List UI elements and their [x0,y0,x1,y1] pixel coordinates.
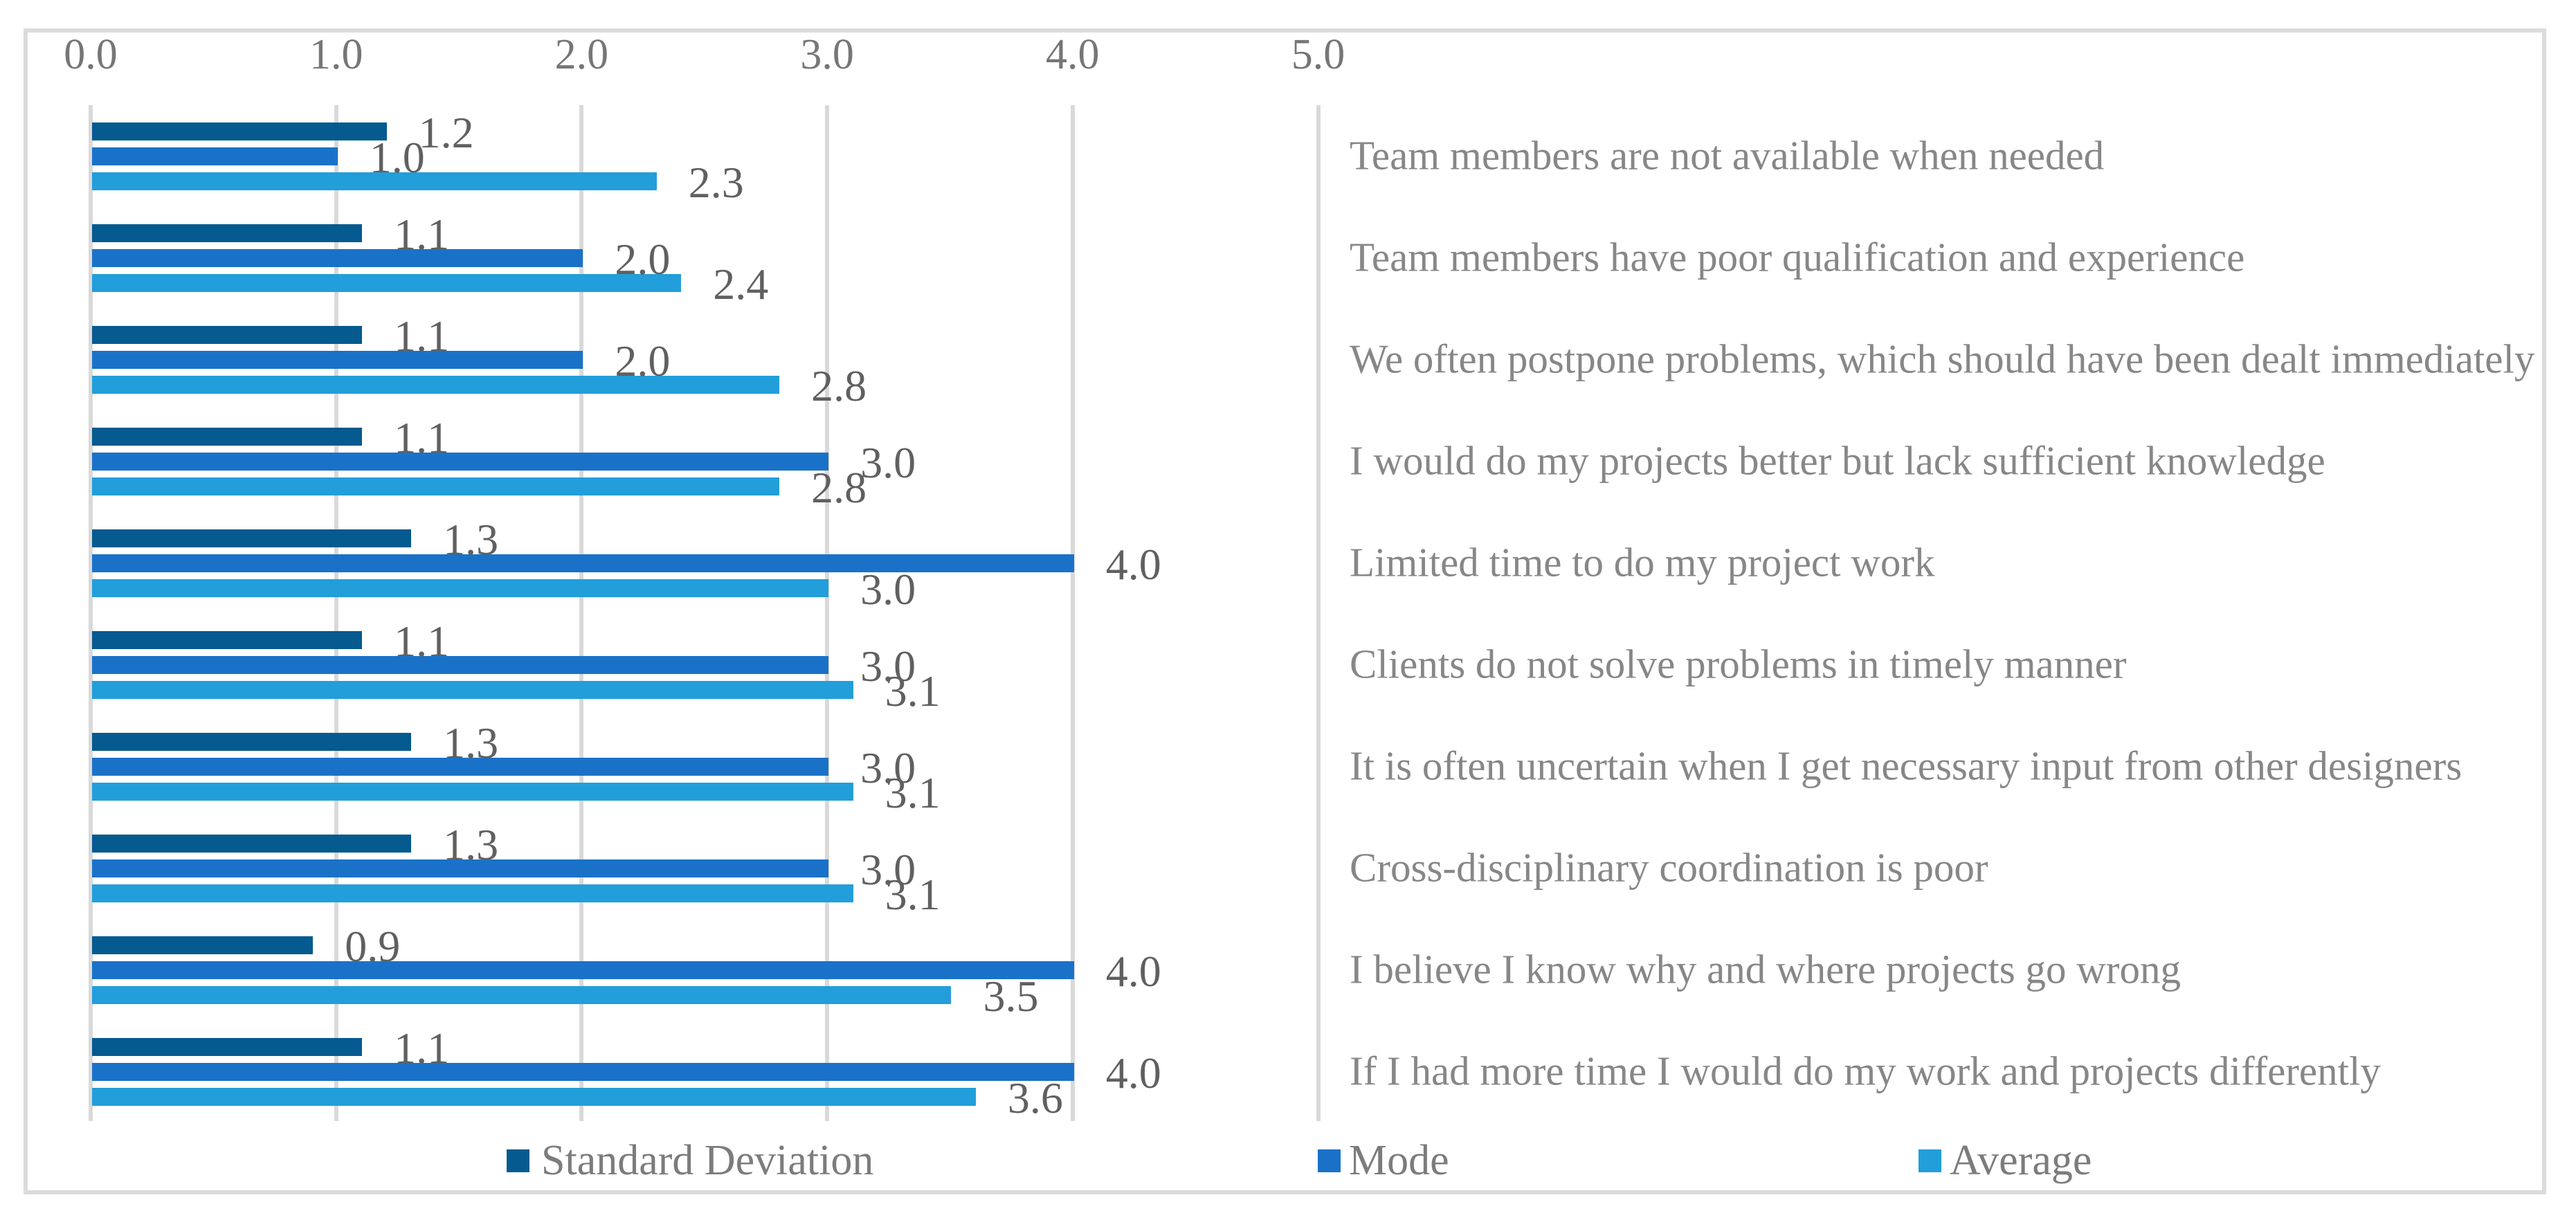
value-label: 3.0 [860,438,916,487]
value-label: 4.0 [1105,1048,1161,1098]
value-label: 3.5 [983,972,1039,1021]
bar-mode [92,147,338,165]
value-label: 0.9 [345,922,401,971]
category-label: If I had more time I would do my work an… [1350,1048,2381,1094]
value-label: 1.3 [443,820,499,869]
x-tick-label: 4.0 [1046,31,1100,78]
legend-swatch-mode [1318,1149,1341,1172]
gridline [825,105,830,1121]
bar-mode [92,1063,1074,1081]
bar-standard-deviation [92,936,314,954]
category-label: We often postpone problems, which should… [1350,336,2535,382]
value-label: 3.1 [885,768,941,817]
value-label: 3.1 [885,666,941,716]
bar-standard-deviation [92,835,412,853]
x-tick-label: 1.0 [309,31,363,78]
x-tick-label: 3.0 [800,31,854,78]
value-label: 4.0 [1105,947,1161,996]
category-label: Clients do not solve problems in timely … [1350,641,2127,687]
bar-mode [92,961,1074,979]
bar-average [92,376,780,394]
bar-average [92,884,853,902]
value-label: 2.0 [615,336,671,385]
value-label: 2.8 [811,361,867,410]
bar-standard-deviation [92,428,363,446]
bar-standard-deviation [92,1038,363,1056]
bar-average [92,172,657,190]
bar-standard-deviation [92,326,363,344]
bar-standard-deviation [92,733,412,751]
bar-average [92,477,780,495]
value-label: 1.3 [443,718,499,767]
gridline [579,105,584,1121]
value-label: 3.0 [860,845,916,894]
bar-standard-deviation [92,122,387,140]
legend-swatch-standard-deviation [507,1149,529,1172]
bar-mode [92,656,829,674]
value-label: 1.1 [394,1023,450,1073]
value-label: 3.0 [860,743,916,792]
legend-label-mode: Mode [1349,1137,1449,1184]
value-label: 3.0 [860,641,916,691]
value-label: 1.1 [394,210,450,259]
bar-mode [92,554,1074,572]
value-label: 2.8 [811,463,867,512]
category-label: Limited time to do my project work [1350,539,1935,585]
value-label: 1.2 [418,108,474,157]
category-label: It is often uncertain when I get necessa… [1350,743,2462,789]
bar-average [92,579,829,597]
category-label: Team members have poor qualification and… [1350,234,2245,280]
bar-average [92,986,952,1004]
bar-mode [92,453,829,471]
bar-average [92,681,853,699]
legend-label-average: Average [1950,1137,2092,1184]
bar-average [92,1088,976,1106]
x-tick-label: 0.0 [64,31,118,78]
value-label: 2.0 [615,235,671,284]
value-label: 1.0 [369,133,425,182]
chart-frame [24,28,2546,1194]
x-tick-label: 2.0 [554,31,609,78]
category-label: Cross-disciplinary coordination is poor [1350,844,1988,891]
legend-label-standard-deviation: Standard Deviation [541,1137,874,1184]
value-label: 1.1 [394,413,450,462]
value-label: 2.4 [713,260,769,309]
category-label: I would do my projects better but lack s… [1350,437,2325,484]
bar-mode [92,249,583,267]
legend-swatch-average [1919,1149,1941,1172]
bar-mode [92,859,829,877]
value-label: 3.6 [1007,1073,1063,1122]
gridline [1316,105,1321,1121]
bar-mode [92,351,583,369]
value-label: 1.1 [394,617,450,666]
category-label: I believe I know why and where projects … [1350,946,2181,992]
value-label: 1.1 [394,311,450,361]
category-label: Team members are not available when need… [1350,132,2105,179]
bar-standard-deviation [92,529,412,547]
gridline [334,105,338,1121]
bar-mode [92,758,829,776]
gridline [1070,105,1075,1121]
value-label: 4.0 [1105,540,1161,589]
bar-standard-deviation [92,631,363,649]
value-label: 3.1 [885,870,941,919]
value-label: 1.3 [443,515,499,564]
x-tick-label: 5.0 [1291,31,1345,78]
value-label: 3.0 [860,565,916,614]
gridline [89,105,93,1121]
bar-standard-deviation [92,224,363,242]
value-label: 2.3 [688,158,744,207]
bar-average [92,783,853,801]
bar-average [92,274,682,292]
